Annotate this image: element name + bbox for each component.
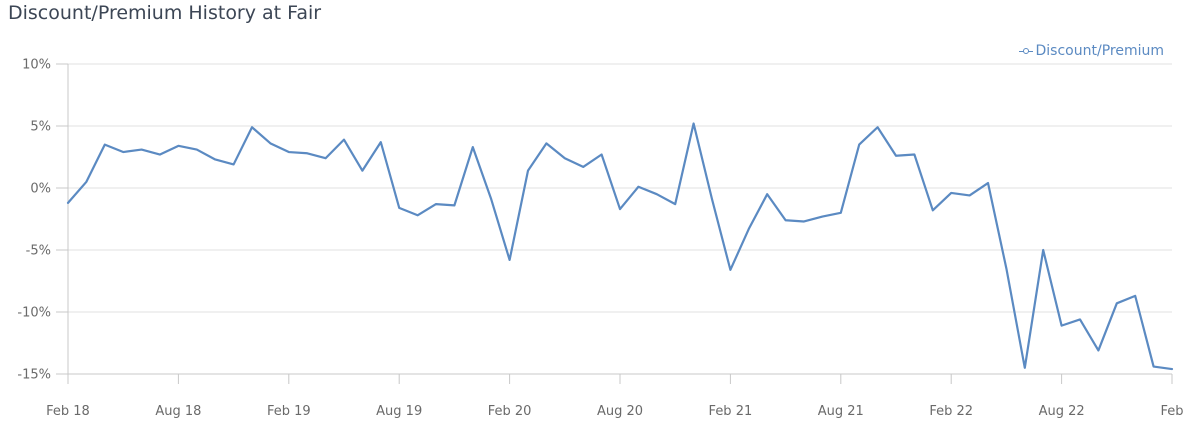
x-tick-label: Aug 18: [155, 404, 201, 419]
x-tick-label: Feb 19: [267, 404, 311, 419]
x-tick-label: Feb 18: [46, 404, 90, 419]
y-tick-label: 5%: [30, 120, 51, 135]
legend-label: Discount/Premium: [1035, 43, 1164, 59]
x-tick-label: Aug 22: [1039, 404, 1085, 419]
x-tick-label: Feb: [1160, 404, 1183, 419]
tick-labels: 10% 5% 0% -5% -10% -15% Feb 18 Aug 18 Feb 19 Aug …: [17, 58, 1183, 420]
x-tick-label: Aug 20: [597, 404, 643, 419]
grid-lines: [68, 63, 1172, 313]
x-tick-label: Feb 20: [488, 404, 532, 419]
legend-line-marker-icon: [1018, 46, 1033, 56]
axes: [56, 63, 1173, 384]
y-tick-label: -5%: [26, 244, 51, 259]
y-tick-label: -10%: [17, 306, 51, 321]
chart-legend[interactable]: Discount/Premium: [1018, 43, 1164, 59]
y-tick-label: -15%: [17, 368, 51, 383]
x-tick-label: Feb 22: [929, 404, 973, 419]
chart-title: Discount/Premium History at Fair: [8, 2, 322, 24]
series-line-discount-premium: [66, 122, 1174, 371]
x-tick-label: Feb 21: [709, 404, 753, 419]
series-layer: [66, 122, 1174, 371]
x-tick-label: Aug 19: [376, 404, 422, 419]
y-tick-label: 0%: [30, 182, 51, 197]
x-tick-label: Aug 21: [818, 404, 864, 419]
y-tick-label: 10%: [22, 58, 51, 73]
